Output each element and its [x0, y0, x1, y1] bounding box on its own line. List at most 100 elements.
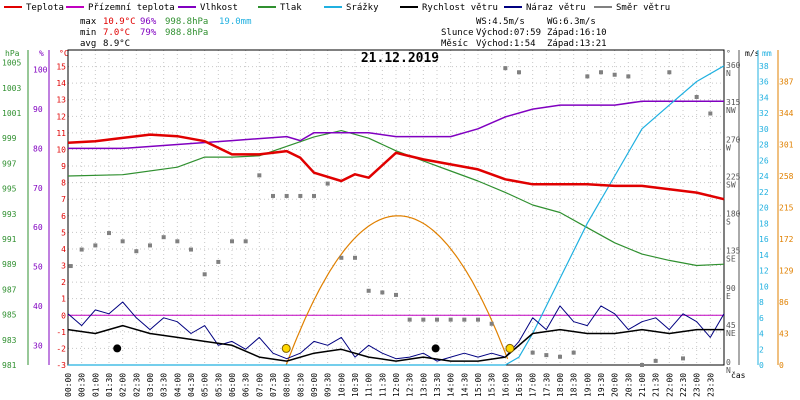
pressure-tick-label: 997 [2, 159, 17, 168]
stats-min-hum: 79% [140, 28, 157, 38]
wind-direction-point [243, 239, 248, 244]
time-tick-label: 18:30 [570, 373, 579, 397]
sun-marker [281, 343, 291, 353]
winddir-tick-label: 270 [726, 135, 741, 144]
time-tick-label: 07:30 [269, 373, 278, 397]
temp-tick-label: 7 [61, 195, 66, 204]
temp-tick-label: 10 [56, 145, 66, 154]
rain-tick-label: 86 [779, 298, 789, 307]
stats-max-rain: 19.0mm [219, 17, 252, 27]
wind-tick-label: 12 [759, 267, 769, 276]
wind-tick-label: 0 [759, 361, 764, 370]
pressure-tick-label: 985 [2, 311, 17, 320]
time-tick-label: 14:00 [447, 373, 456, 397]
wind-direction-point [626, 74, 631, 79]
stats-block: max 10.9°C 96% 998.8hPa 19.0mm min 7.0°C… [80, 17, 252, 49]
winddir-tick-label: NE [726, 329, 736, 338]
temp-tick-label: 13 [56, 96, 66, 105]
time-tick-label: 12:30 [406, 373, 415, 397]
series-line-rychlost-v-tru [67, 324, 724, 362]
time-tick-label: 06:00 [228, 373, 237, 397]
wind-tick-label: 6 [759, 314, 764, 323]
wind-tick-label: 34 [759, 93, 769, 102]
wind-tick-label: 8 [759, 298, 764, 307]
temp-tick-label: -2 [56, 344, 66, 353]
wind-direction-point [366, 288, 371, 293]
stats-max-label: max [80, 17, 97, 27]
time-tick-label: 01:30 [105, 373, 114, 397]
wind-direction-point [271, 193, 275, 198]
time-tick-label: 10:30 [351, 373, 360, 397]
legend-label: Vlhkost [200, 3, 238, 13]
wind-direction-point [120, 239, 125, 244]
temp-tick-label: 12 [56, 112, 66, 121]
legend-label: Rychlost větru [422, 3, 498, 13]
wind-direction-point [694, 95, 699, 100]
series-line-sr-ky [68, 65, 725, 366]
time-tick-label: 05:00 [201, 373, 210, 397]
wind-tick-label: 20 [759, 204, 769, 213]
rain-tick-label: 172 [779, 235, 794, 244]
winddir-tick-label: W [726, 143, 731, 152]
winddir-tick-label: SW [726, 180, 736, 189]
time-tick-label: 04:00 [173, 373, 182, 397]
rain-tick-label: 43 [779, 330, 789, 339]
info-sun-rise: Východ:07:59 [476, 28, 541, 38]
wind-direction-point [189, 247, 193, 252]
time-tick-label: 23:30 [706, 373, 715, 397]
wind-direction-point [230, 239, 234, 244]
time-tick-label: 05:30 [214, 373, 223, 397]
winddir-tick-label: N [726, 366, 731, 375]
wind-tick-label: 22 [759, 188, 769, 197]
unit-pct: % [39, 49, 44, 58]
sun-arc [285, 215, 509, 366]
temp-tick-label: 4 [61, 245, 66, 254]
time-tick-label: 14:30 [460, 373, 469, 397]
wind-direction-point [462, 317, 467, 322]
wind-direction-point [640, 363, 644, 367]
info-block: WS:4.5m/s WG:6.3m/s Slunce Východ:07:59 … [441, 17, 607, 49]
wind-direction-point [79, 247, 84, 252]
temp-tick-label: 1 [61, 295, 66, 304]
time-tick-label: 11:30 [378, 373, 387, 397]
wind-tick-label: 18 [759, 219, 769, 228]
rain-tick-label: 387 [779, 78, 794, 87]
wind-tick-label: 28 [759, 141, 769, 150]
wind-direction-point [161, 235, 166, 240]
wind-tick-label: 24 [759, 172, 769, 181]
series-line-tlak [67, 130, 725, 267]
stats-min-temp: 7.0°C [103, 28, 130, 38]
winddir-tick-label: 90 [726, 284, 736, 293]
stats-max-press: 998.8hPa [165, 17, 208, 27]
info-moon-set: Západ:13:21 [547, 39, 607, 49]
wind-tick-label: 10 [759, 282, 769, 291]
winddir-tick-label: E [726, 292, 731, 301]
winddir-tick-label: 360 [726, 61, 741, 70]
time-tick-label: 18:00 [556, 373, 565, 397]
legend-label: Náraz větru [526, 3, 586, 13]
temp-tick-label: 6 [61, 212, 66, 221]
humidity-tick-label: 50 [33, 263, 43, 272]
wind-direction-point [530, 350, 535, 355]
time-tick-label: 16:00 [501, 373, 510, 397]
info-sun-label: Slunce [441, 28, 474, 38]
legend-label: Přízemní teplota [88, 3, 175, 13]
time-tick-label: 07:00 [255, 373, 264, 397]
pressure-tick-label: 981 [2, 361, 17, 370]
time-tick-label: 15:00 [474, 373, 483, 397]
wind-direction-point [339, 255, 344, 260]
wind-direction-point [380, 290, 385, 295]
legend-label: Teplota [26, 3, 64, 13]
wind-direction-point [448, 317, 453, 322]
temp-tick-label: 5 [61, 228, 66, 237]
wind-tick-label: 16 [759, 235, 769, 244]
stats-avg-temp: 8.9°C [103, 39, 130, 49]
legend: Teplota Přízemní teplota Vlhkost Tlak Srážky… [4, 3, 670, 13]
wind-direction-point [68, 264, 73, 269]
temp-tick-label: 3 [61, 262, 66, 271]
wind-direction-point [107, 231, 111, 236]
humidity-tick-label: 70 [33, 184, 43, 193]
legend-label: Směr větru [616, 3, 670, 13]
winddir-tick-label: 225 [726, 172, 741, 181]
